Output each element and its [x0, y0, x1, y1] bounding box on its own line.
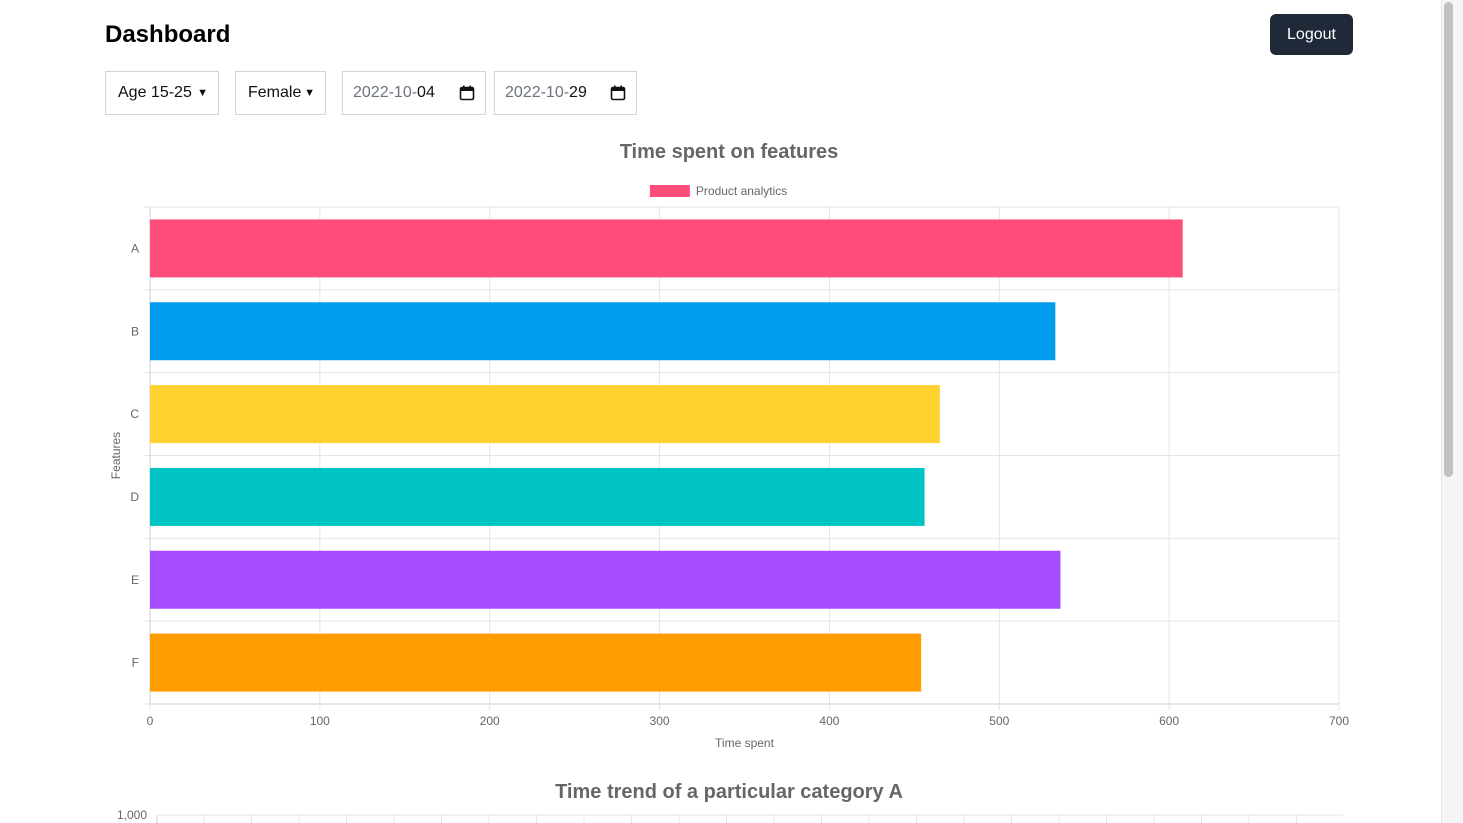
x-tick-label: 600	[1159, 714, 1179, 728]
y-tick-label: F	[132, 656, 139, 670]
age-select-value: Age 15-25	[118, 84, 192, 101]
calendar-icon[interactable]	[459, 85, 475, 101]
end-date-year: 2022	[505, 84, 541, 101]
calendar-icon[interactable]	[610, 85, 626, 101]
bar-b	[150, 302, 1056, 361]
bar-e	[150, 550, 1061, 609]
x-tick-label: 300	[650, 714, 670, 728]
chevron-down-icon: ▼	[197, 87, 208, 99]
legend-label: Product analytics	[696, 184, 787, 198]
x-tick-label: 400	[819, 714, 839, 728]
gender-select[interactable]: Female ▼	[235, 71, 326, 115]
x-axis-title: Time spent	[715, 736, 775, 750]
y-tick-label: A	[131, 241, 139, 255]
bar-d	[150, 467, 925, 526]
y-tick-label: C	[130, 407, 139, 421]
end-date-day: 29	[569, 84, 587, 101]
scrollbar-thumb[interactable]	[1444, 2, 1453, 477]
bar-c	[150, 385, 940, 444]
x-tick-label: 500	[989, 714, 1009, 728]
y-tick-label: D	[130, 490, 139, 504]
bar-a	[150, 219, 1183, 278]
start-date-month: 10	[393, 84, 412, 101]
trend-y-tick-label: 1,000	[117, 808, 147, 822]
x-tick-label: 700	[1329, 714, 1349, 728]
bar-chart-title: Time spent on features	[619, 141, 839, 163]
legend-swatch	[649, 185, 690, 197]
x-tick-label: 200	[480, 714, 500, 728]
trend-chart-title: Time trend of a particular category A	[555, 781, 903, 803]
bar-f	[150, 633, 922, 692]
y-tick-label: B	[131, 324, 139, 338]
page-title: Dashboard	[105, 21, 231, 48]
x-tick-label: 0	[147, 714, 154, 728]
chevron-down-icon: ▼	[304, 87, 315, 99]
age-select[interactable]: Age 15-25 ▼	[105, 71, 219, 115]
end-date-input[interactable]: 2022-10-29	[494, 71, 637, 115]
end-date-month: 10	[545, 84, 564, 101]
start-date-day: 04	[417, 84, 435, 101]
y-axis-title: Features	[109, 432, 123, 479]
start-date-year: 2022	[353, 84, 389, 101]
x-tick-label: 100	[310, 714, 330, 728]
y-tick-label: E	[131, 573, 139, 587]
logout-button[interactable]: Logout	[1270, 14, 1353, 55]
gender-select-value: Female	[248, 84, 302, 101]
start-date-input[interactable]: 2022-10-04	[342, 71, 486, 115]
